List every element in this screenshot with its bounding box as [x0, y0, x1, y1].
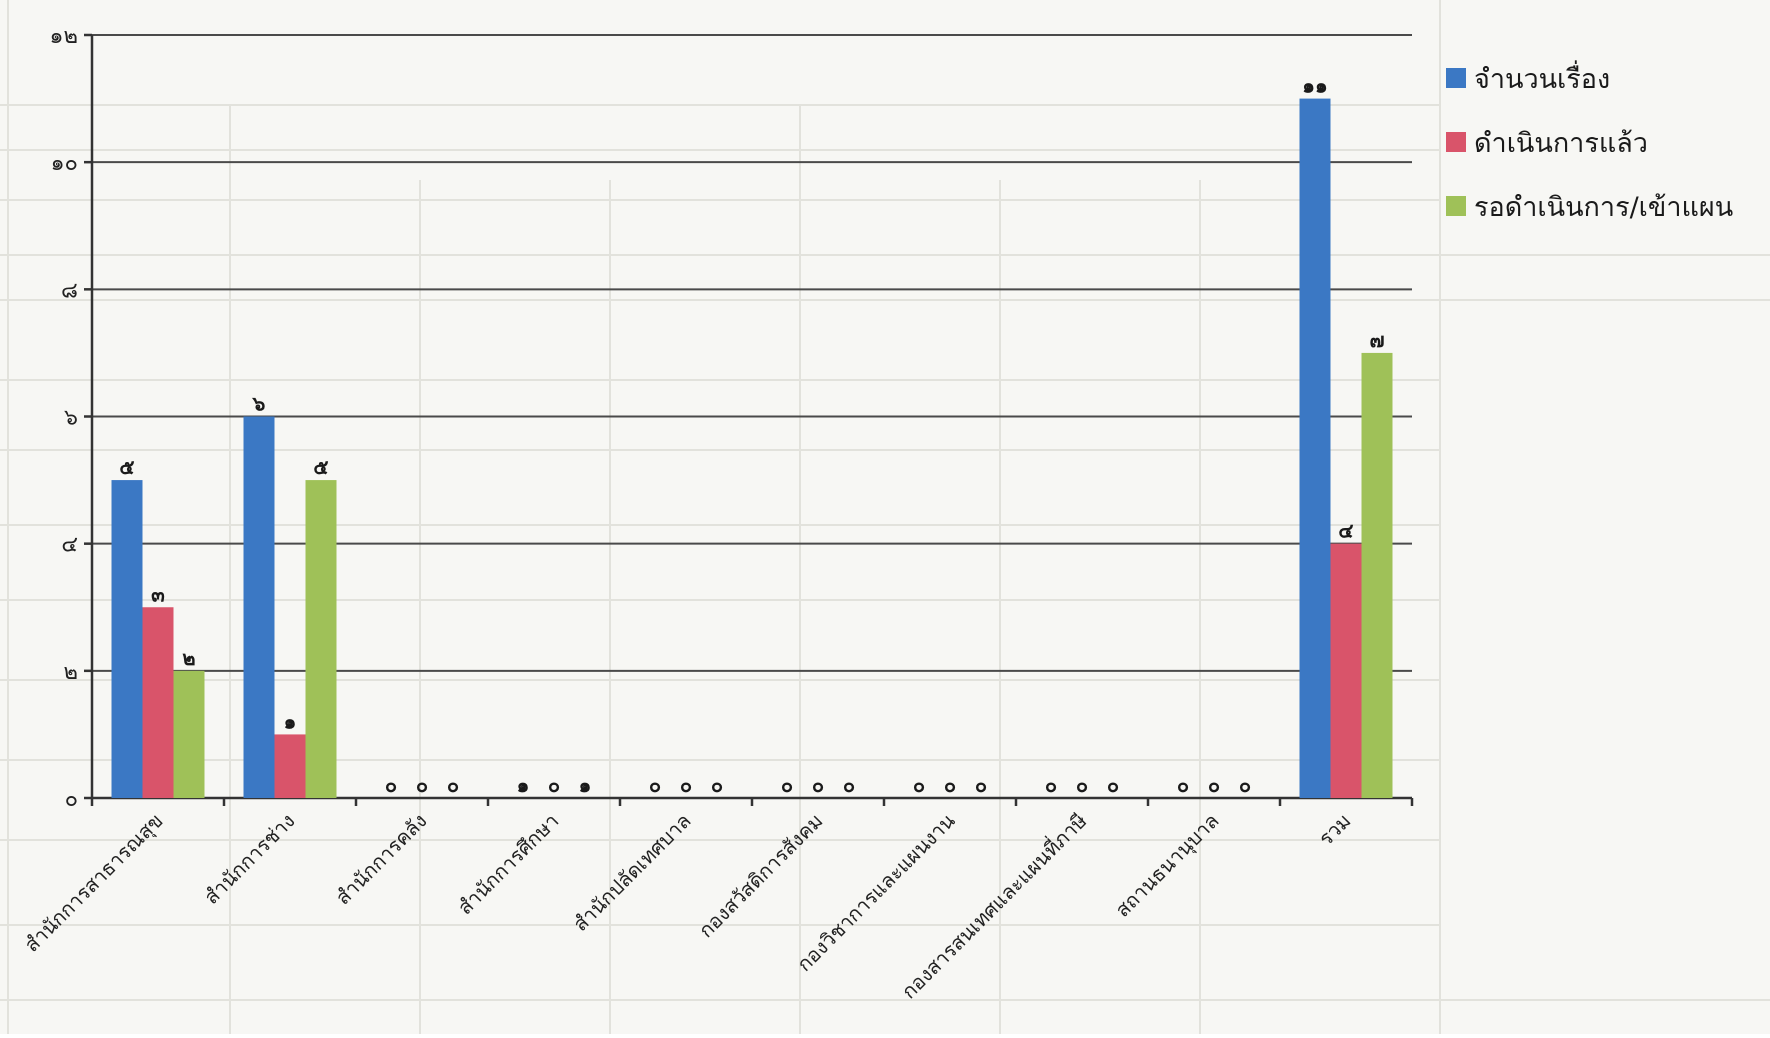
- category-label: สำนักการศึกษา: [453, 809, 564, 920]
- data-label: ๐: [1107, 773, 1119, 797]
- data-label: ๐: [416, 773, 428, 797]
- data-label: ๐: [843, 773, 855, 797]
- legend: จำนวนเรื่องดำเนินการแล้วรอดำเนินการ/เข้า…: [1446, 60, 1733, 223]
- data-label: ๑: [284, 709, 297, 733]
- data-label: ๐: [1239, 773, 1251, 797]
- legend-swatch: [1446, 68, 1466, 88]
- data-label: ๕: [313, 455, 328, 479]
- data-label: ๐: [1076, 773, 1088, 797]
- data-label: ๐: [1208, 773, 1220, 797]
- bar: [173, 670, 205, 798]
- bar: [111, 480, 143, 798]
- category-label: รวม: [1314, 809, 1356, 851]
- legend-label: รอดำเนินการ/เข้าแผน: [1474, 192, 1733, 223]
- data-label: ๐: [385, 773, 397, 797]
- bar: [1299, 98, 1331, 799]
- y-tick-label: ๑๐: [51, 151, 78, 176]
- data-label: ๐: [649, 773, 661, 797]
- data-label: ๐: [975, 773, 987, 797]
- bar: [305, 480, 337, 798]
- data-label: ๔: [1338, 519, 1353, 543]
- data-label: ๑: [517, 773, 530, 797]
- category-label: กองสวัสดิการสังคม: [694, 809, 828, 943]
- data-label: ๐: [447, 773, 459, 797]
- legend-label: จำนวนเรื่อง: [1474, 60, 1610, 95]
- bar: [274, 734, 306, 798]
- legend-swatch: [1446, 132, 1466, 152]
- data-label: ๓: [151, 582, 165, 606]
- bar: [1361, 352, 1393, 798]
- bar: [243, 416, 275, 798]
- data-label: ๐: [548, 773, 560, 797]
- data-label: ๐: [680, 773, 692, 797]
- bar: [142, 607, 174, 798]
- data-label: ๕: [119, 455, 134, 479]
- legend-swatch: [1446, 196, 1466, 216]
- data-label: ๑๑: [1302, 74, 1327, 98]
- data-label: ๗: [1369, 328, 1384, 352]
- data-label: ๐: [711, 773, 723, 797]
- data-label: ๐: [781, 773, 793, 797]
- y-tick-label: ๐: [65, 787, 78, 812]
- data-labels: ๕๓๒๖๑๕๐๐๐๑๐๑๐๐๐๐๐๐๐๐๐๐๐๐๐๐๐๑๑๔๗: [119, 74, 1384, 797]
- data-label: ๐: [1177, 773, 1189, 797]
- y-tick-label: ๔: [61, 533, 78, 558]
- category-labels: สำนักการสาธารณสุข สำนักการช่าง สำนักการคลั…: [19, 807, 1355, 1003]
- data-label: ๐: [944, 773, 956, 797]
- gridlines: [92, 34, 1412, 672]
- category-label: สำนักการคลัง: [331, 809, 432, 910]
- data-label: ๒: [182, 646, 195, 670]
- category-label: สถานธนานุบาล: [1110, 809, 1224, 923]
- y-tick-labels: ๐ ๒ ๔ ๖ ๘ ๑๐ ๑๒: [50, 24, 78, 812]
- y-tick-label: ๘: [61, 278, 78, 303]
- data-label: ๐: [812, 773, 824, 797]
- data-label: ๑: [579, 773, 592, 797]
- y-tick-label: ๒: [63, 660, 78, 685]
- data-label: ๐: [913, 773, 925, 797]
- y-tick-label: ๑๒: [50, 24, 78, 49]
- category-label: สำนักปลัดเทศบาล: [568, 809, 695, 936]
- data-label: ๖: [252, 392, 266, 416]
- y-tick-label: ๖: [64, 406, 78, 431]
- category-label: สำนักการช่าง: [199, 809, 299, 909]
- data-label: ๐: [1045, 773, 1057, 797]
- bar: [1330, 543, 1362, 798]
- category-label: สำนักการสาธารณสุข: [19, 809, 168, 958]
- bars: [111, 98, 1393, 799]
- legend-label: ดำเนินการแล้ว: [1474, 128, 1648, 159]
